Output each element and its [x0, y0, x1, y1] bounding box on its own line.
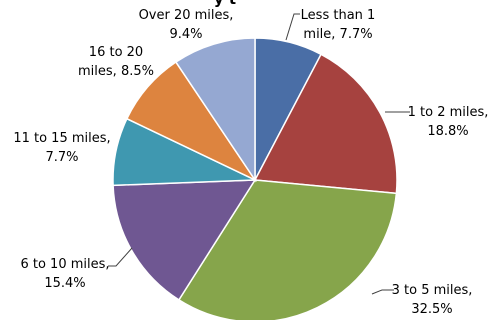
pie-slices	[113, 38, 397, 320]
leader-line-less-than-1-mile	[286, 14, 300, 40]
slice-label-11-to-15-miles: 11 to 15 miles, 7.7%	[13, 131, 110, 165]
leader-line-6-to-10-miles	[108, 248, 132, 266]
slice-label-1-to-2-miles: 1 to 2 miles, 18.8%	[408, 105, 489, 139]
slice-label-over-20-miles: Over 20 miles, 9.4%	[139, 8, 234, 42]
slice-label-16-to-20-miles: 16 to 20 miles, 8.5%	[78, 45, 154, 79]
slice-label-6-to-10-miles: 6 to 10 miles, 15.4%	[20, 257, 109, 291]
chart-title-fragment: y t	[214, 0, 236, 8]
slice-label-less-than-1-mile: Less than 1 mile, 7.7%	[301, 8, 376, 42]
slice-label-3-to-5-miles: 3 to 5 miles, 32.5%	[392, 283, 473, 317]
